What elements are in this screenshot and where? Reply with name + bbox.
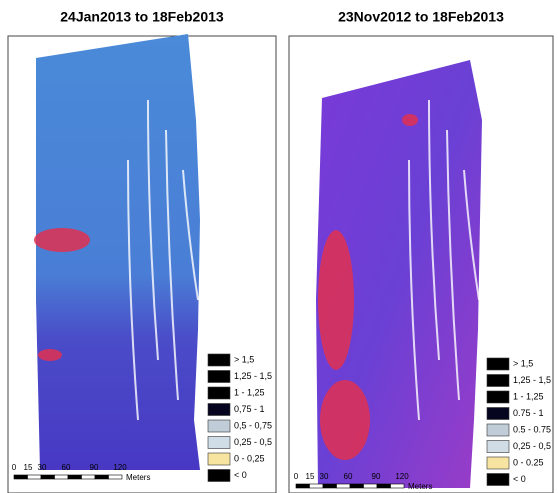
scale-bar-segment (55, 475, 69, 479)
scale-unit: Meters (126, 473, 150, 482)
map-patch (34, 228, 90, 252)
map-patch (320, 380, 370, 460)
legend-swatch (487, 408, 509, 420)
scale-bar-segment (296, 484, 310, 488)
scale-bar-segment (350, 484, 364, 488)
legend-label: > 1,5 (234, 354, 254, 364)
scale-label: 120 (395, 472, 409, 481)
scale-unit: Meters (408, 482, 432, 491)
legend-label: > 1,5 (513, 358, 533, 368)
legend-swatch (487, 375, 509, 387)
legend-label: < 0 (513, 474, 526, 484)
scale-bar-segment (68, 475, 82, 479)
legend-label: 0 - 0.25 (513, 457, 544, 467)
legend-label: 0 - 0,25 (234, 453, 265, 463)
legend-swatch (487, 441, 509, 453)
scale-label: 0 (12, 463, 17, 472)
legend-swatch (208, 470, 230, 482)
map-area (36, 34, 200, 470)
legend-swatch (208, 354, 230, 366)
scale-label: 15 (306, 472, 315, 481)
legend-swatch (208, 404, 230, 416)
scale-label: 90 (90, 463, 99, 472)
legend-label: 0.75 - 1 (513, 408, 544, 418)
legend-swatch (208, 437, 230, 449)
legend-label: 0,5 - 0,75 (234, 420, 272, 430)
scale-label: 0 (294, 472, 299, 481)
scale-bar-segment (14, 475, 28, 479)
legend-label: 0,75 - 1 (234, 404, 265, 414)
legend-label: < 0 (234, 470, 247, 480)
legend-swatch (487, 391, 509, 403)
scale-bar-segment (377, 484, 391, 488)
panels: 24Jan2013 to 18Feb2013 > 1,5 1,25 - 1,5 1 -… (8, 9, 553, 493)
scale-label: 90 (372, 472, 381, 481)
map-panel: 24Jan2013 to 18Feb2013 > 1,5 1,25 - 1,5 1 -… (8, 9, 276, 493)
figure: 24Jan2013 to 18Feb2013 > 1,5 1,25 - 1,5 1 -… (0, 0, 558, 493)
scale-bar-segment (82, 475, 96, 479)
legend-swatch (487, 424, 509, 436)
panel-title: 24Jan2013 to 18Feb2013 (60, 9, 224, 25)
scale-bar-segment (28, 475, 42, 479)
map-patch (318, 230, 354, 370)
scale-bar-segment (109, 475, 123, 479)
legend-label: 1 - 1,25 (234, 387, 265, 397)
legend-label: 0.5 - 0.75 (513, 424, 551, 434)
legend-label: 1,25 - 1,5 (234, 371, 272, 381)
legend-swatch (487, 474, 509, 486)
scale-bar-segment (95, 475, 109, 479)
scale-bar-segment (310, 484, 324, 488)
map-patch (38, 349, 62, 361)
legend-label: 0,25 - 0,5 (513, 441, 551, 451)
legend-label: 1,25 - 1,5 (513, 375, 551, 385)
legend-swatch (208, 420, 230, 432)
legend-swatch (208, 453, 230, 465)
scale-label: 30 (320, 472, 329, 481)
legend-swatch (487, 358, 509, 370)
legend-swatch (208, 371, 230, 383)
scale-bar-segment (364, 484, 378, 488)
legend-label: 0,25 - 0,5 (234, 437, 272, 447)
scale-bar-segment (41, 475, 55, 479)
panel-title: 23Nov2012 to 18Feb2013 (338, 9, 504, 25)
map-patch (402, 114, 418, 126)
scale-label: 30 (38, 463, 47, 472)
scale-bar-segment (337, 484, 351, 488)
legend-label: 1 - 1,25 (513, 391, 544, 401)
scale-label: 15 (24, 463, 33, 472)
map-panel: 23Nov2012 to 18Feb2013 > 1,5 1,25 - 1,5 1 -… (289, 9, 553, 493)
scale-bar-segment (323, 484, 337, 488)
legend-swatch (487, 457, 509, 469)
scale-label: 60 (344, 472, 353, 481)
scale-label: 120 (113, 463, 127, 472)
legend-swatch (208, 387, 230, 399)
scale-bar-segment (391, 484, 405, 488)
scale-label: 60 (62, 463, 71, 472)
